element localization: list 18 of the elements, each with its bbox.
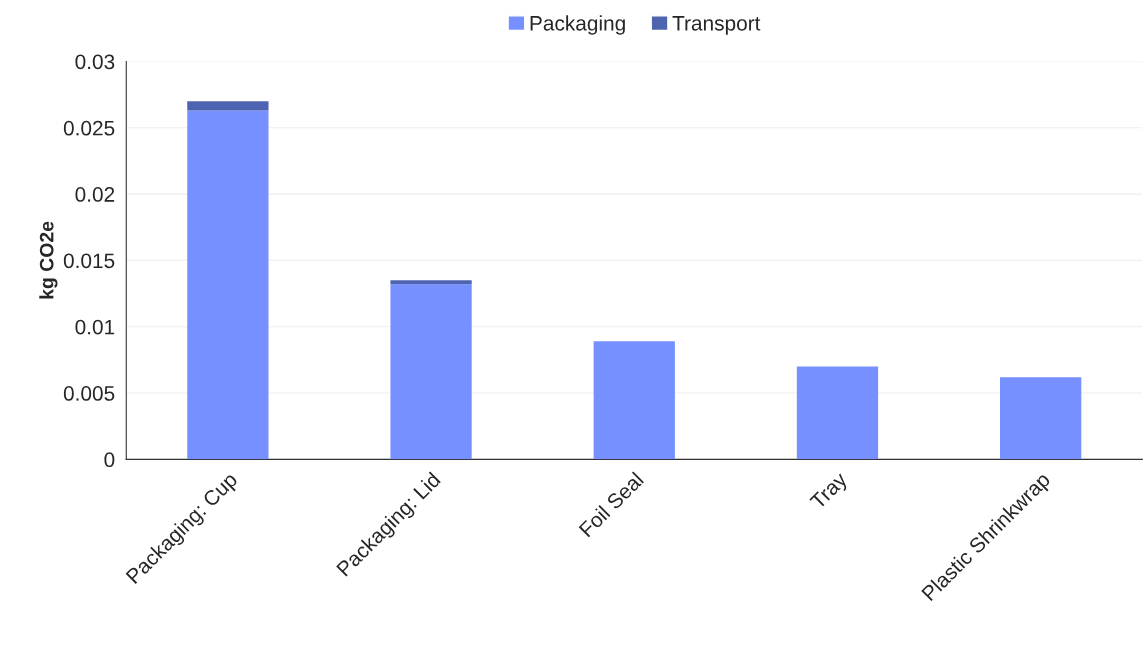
y-tick-label: 0.03: [75, 54, 115, 70]
y-tick-label: 0: [104, 452, 115, 468]
bar: [390, 280, 472, 285]
bar: [187, 101, 269, 111]
bar: [1000, 377, 1082, 460]
y-tick-label: 0.005: [63, 386, 115, 401]
bar: [796, 366, 879, 460]
y-tick-label: 0.015: [63, 253, 115, 269]
y-axis-title: kg CO2e: [39, 221, 58, 299]
y-tick-label: 0.025: [63, 120, 115, 136]
x-tick-label: Tray: [809, 471, 852, 513]
bar: [593, 341, 675, 460]
y-tick-label: 0.02: [75, 187, 115, 202]
legend-label: Packaging: [530, 15, 625, 35]
bar: [187, 110, 269, 460]
legend-label: Transport: [672, 16, 761, 35]
bar: [390, 284, 472, 460]
y-tick-label: 0.01: [75, 319, 115, 335]
